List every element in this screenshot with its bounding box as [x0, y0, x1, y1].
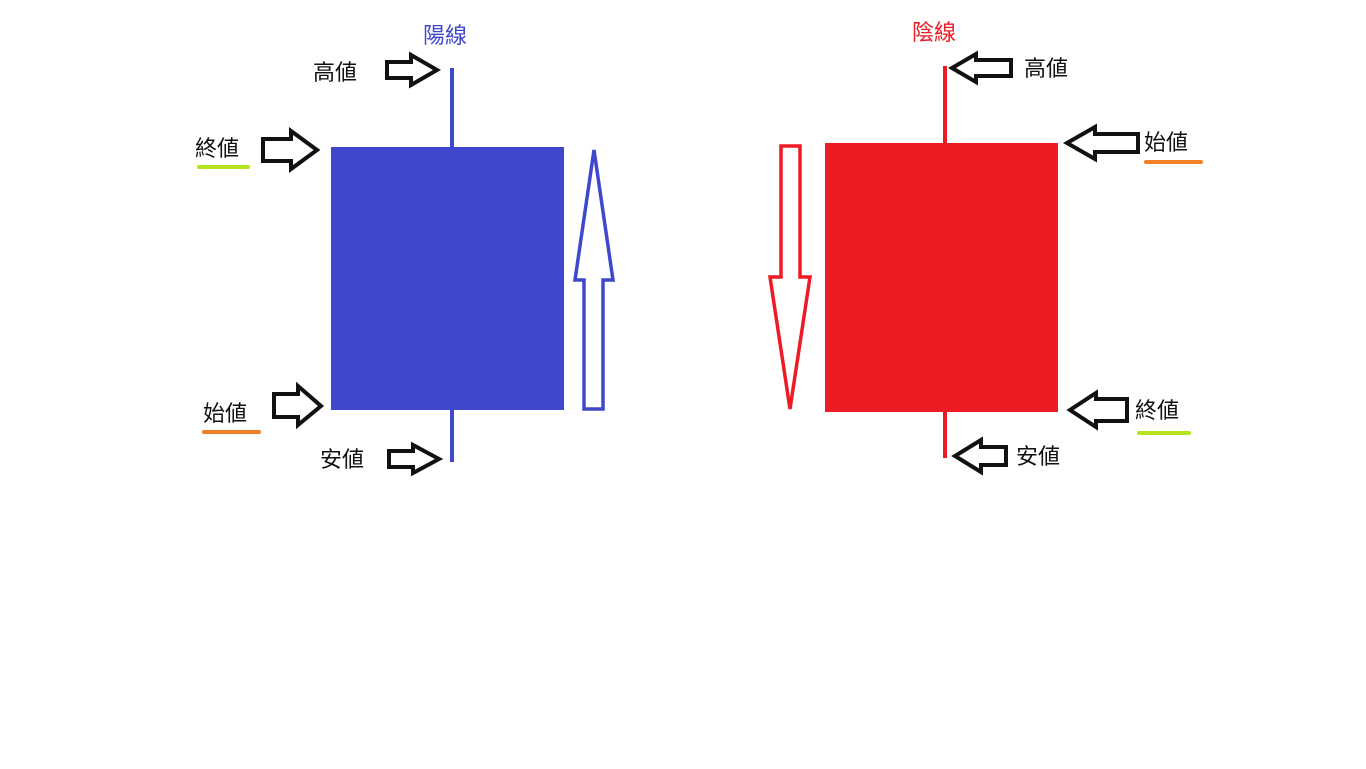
bearish-close-pointer-arrow [1066, 389, 1129, 431]
bearish-open-pointer-arrow [1062, 123, 1140, 163]
bearish-close-label: 終値 [1135, 399, 1179, 424]
bullish-open-pointer-arrow [272, 381, 325, 430]
bullish-close-label: 終値 [195, 137, 239, 162]
bearish-candle-group: 陰線 高値 始値 終値 安値 [767, 21, 1203, 476]
bullish-candle-body [331, 147, 564, 410]
bearish-open-label: 始値 [1144, 131, 1188, 156]
bullish-high-pointer-arrow [385, 51, 442, 89]
bullish-low-pointer-arrow [387, 441, 444, 477]
bearish-high-label: 高値 [1024, 57, 1068, 82]
bearish-candle-body [825, 143, 1058, 412]
bullish-close-pointer-arrow [261, 127, 321, 173]
bullish-candle-group: 陽線 高値 終値 始値 安値 [195, 24, 616, 477]
bearish-high-pointer-arrow [948, 50, 1013, 86]
bearish-low-pointer-arrow [951, 436, 1008, 476]
bullish-open-label: 始値 [203, 402, 247, 427]
bullish-high-label: 高値 [313, 61, 357, 86]
bearish-direction-down-arrow [767, 144, 813, 410]
bullish-direction-up-arrow [572, 149, 616, 411]
bullish-title: 陽線 [423, 24, 467, 49]
bearish-title: 陰線 [912, 21, 956, 46]
bullish-low-label: 安値 [320, 448, 364, 473]
bearish-low-label: 安値 [1016, 445, 1060, 470]
